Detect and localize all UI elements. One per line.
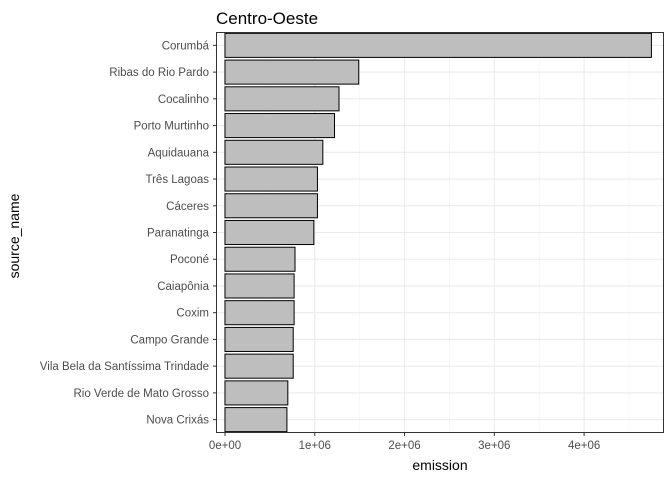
- bar: [224, 326, 294, 352]
- y-tick-label: Vila Bela da Santíssima Trindade: [40, 361, 209, 373]
- bar: [224, 246, 296, 272]
- y-tick-label: Coxim: [176, 308, 209, 320]
- x-tick-label: 3e+06: [478, 440, 510, 452]
- chart-title: Centro-Oeste: [216, 9, 318, 28]
- bars: [224, 32, 652, 433]
- y-tick-label: Nova Crixás: [146, 415, 209, 427]
- bar: [224, 113, 336, 139]
- y-tick-label: Paranatinga: [147, 228, 210, 240]
- bar: [224, 166, 318, 192]
- x-tick-label: 0e+00: [209, 440, 241, 452]
- x-tick-label: 1e+06: [299, 440, 331, 452]
- y-tick-label: Corumbá: [162, 40, 210, 52]
- y-axis-ticks: Corumbá Ribas do Rio Pardo Cocalinho Porto …: [40, 40, 216, 427]
- y-tick-label: Campo Grande: [130, 334, 209, 346]
- bar: [224, 32, 652, 58]
- y-tick-label: Ribas do Rio Pardo: [109, 67, 209, 79]
- x-tick-label: 4e+06: [568, 440, 600, 452]
- x-axis-title: emission: [412, 457, 467, 473]
- y-axis-title: source_name: [6, 193, 22, 278]
- y-tick-label: Três Lagoas: [146, 174, 210, 186]
- bar: [224, 59, 360, 85]
- bar: [224, 273, 295, 299]
- bar: [224, 219, 315, 246]
- y-tick-label: Caiapônia: [157, 281, 209, 293]
- bar: [224, 300, 295, 326]
- y-tick-label: Porto Murtinho: [134, 121, 209, 133]
- bar: [224, 86, 340, 112]
- y-tick-label: Rio Verde de Mato Grosso: [73, 388, 209, 400]
- bar: [224, 407, 288, 433]
- bar: [224, 139, 324, 165]
- y-tick-label: Cáceres: [166, 201, 209, 213]
- x-axis-ticks: 0e+00 1e+06 2e+06 3e+06 4e+06: [209, 433, 600, 452]
- y-tick-label: Poconé: [170, 254, 209, 266]
- x-tick-label: 2e+06: [388, 440, 420, 452]
- bar: [224, 380, 289, 406]
- bar: [224, 193, 318, 219]
- y-tick-label: Aquidauana: [148, 147, 210, 159]
- bar: [224, 353, 294, 379]
- y-tick-label: Cocalinho: [158, 94, 209, 106]
- panel-border: [216, 32, 664, 433]
